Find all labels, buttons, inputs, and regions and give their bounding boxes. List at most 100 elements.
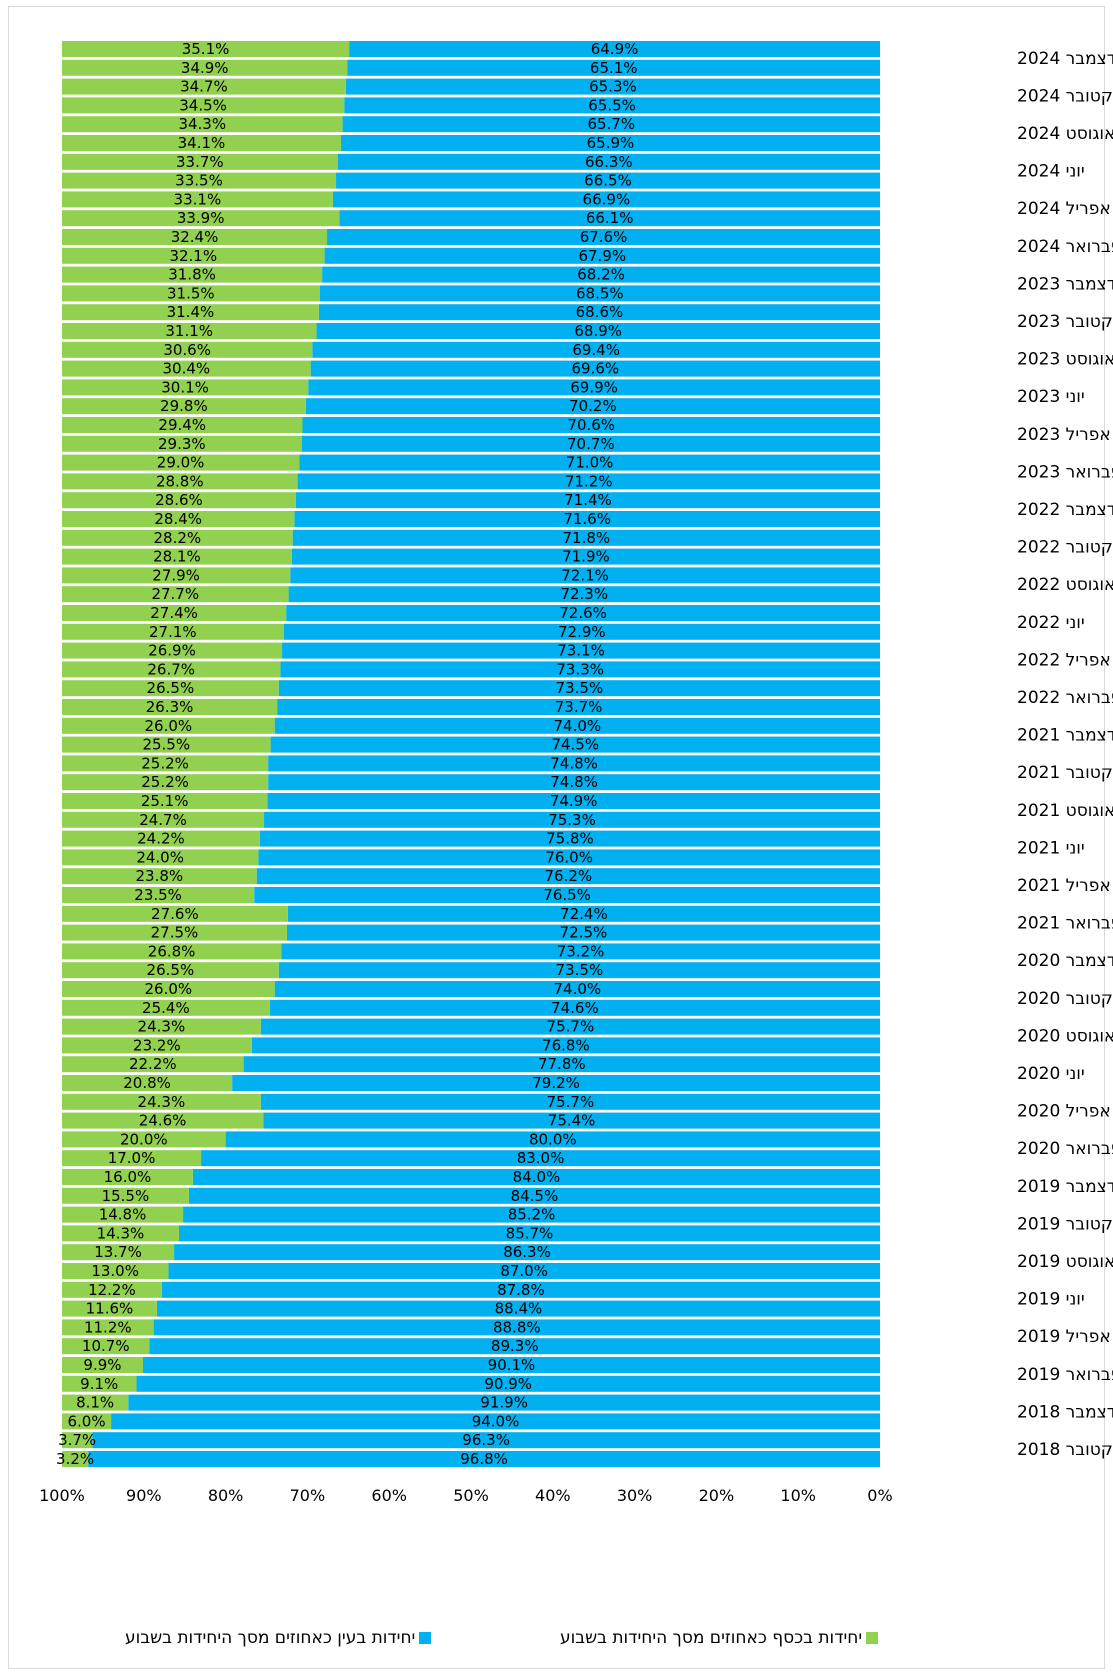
bar-label-green-28: 27.9%: [152, 566, 200, 584]
bar-label-blue-51: 74.6%: [551, 999, 599, 1017]
category-label-13: אוקטובר 2022: [1017, 538, 1113, 558]
bar-label-green-11: 32.1%: [169, 247, 217, 265]
bar-green-61: [62, 1187, 189, 1204]
bar-label-blue-67: 88.4%: [495, 1300, 543, 1318]
x-tick-label-3: 30%: [617, 1486, 653, 1505]
bar-green-6: [62, 153, 338, 170]
category-label-5: פברואר 2024: [1017, 237, 1113, 257]
bar-blue-36: [274, 717, 880, 734]
bar-label-blue-29: 72.3%: [560, 585, 608, 603]
category-label-14: אוגוסט 2022: [1017, 575, 1113, 595]
bar-label-blue-58: 80.0%: [529, 1130, 577, 1148]
bar-label-blue-48: 73.2%: [557, 942, 605, 960]
bar-blue-31: [283, 623, 881, 640]
bar-green-64: [62, 1244, 175, 1261]
bar-label-green-30: 27.4%: [150, 604, 198, 622]
bar-label-green-25: 28.4%: [154, 510, 202, 528]
bar-blue-28: [290, 567, 880, 584]
bar-green-58: [62, 1131, 226, 1148]
bar-green-29: [62, 586, 289, 603]
x-tick-label-4: 40%: [535, 1486, 571, 1505]
bar-blue-25: [294, 511, 880, 527]
bar-green-17: [62, 360, 311, 377]
bar-green-3: [62, 97, 345, 114]
bar-blue-46: [287, 905, 880, 922]
category-label-0: דצמבר 2024: [1017, 49, 1113, 69]
category-label-12: דצמבר 2022: [1017, 500, 1113, 520]
bar-label-green-49: 26.5%: [147, 961, 195, 979]
bar-blue-37: [270, 736, 881, 753]
bar-label-blue-68: 88.8%: [493, 1318, 541, 1336]
legend-swatch-green: [866, 1632, 879, 1644]
bar-blue-15: [316, 323, 880, 339]
bar-green-23: [62, 473, 298, 490]
bar-blue-68: [153, 1319, 881, 1336]
category-label-30: דצמבר 2019: [1017, 1177, 1113, 1197]
bar-green-31: [62, 623, 284, 640]
category-label-35: פברואר 2019: [1017, 1365, 1113, 1385]
bar-label-blue-24: 71.4%: [564, 491, 612, 509]
bar-label-green-75: 3.2%: [56, 1450, 94, 1468]
bar-blue-43: [258, 849, 880, 866]
bar-blue-11: [324, 247, 880, 264]
bar-label-green-74: 3.7%: [58, 1431, 96, 1449]
bar-label-green-58: 20.0%: [120, 1130, 168, 1148]
bar-blue-40: [267, 793, 880, 809]
bar-green-43: [62, 849, 259, 866]
bar-label-blue-61: 84.5%: [511, 1187, 559, 1205]
bar-label-blue-17: 69.6%: [572, 360, 620, 378]
bar-label-blue-13: 68.5%: [576, 284, 624, 302]
bar-green-28: [62, 567, 291, 584]
bar-label-blue-27: 71.9%: [562, 548, 610, 566]
bar-label-green-40: 25.1%: [141, 792, 189, 810]
bar-label-green-12: 31.8%: [168, 266, 216, 284]
bar-label-blue-75: 96.8%: [460, 1450, 508, 1468]
bar-blue-3: [344, 97, 881, 114]
bar-blue-61: [188, 1187, 881, 1204]
bar-label-blue-14: 68.6%: [576, 303, 624, 321]
bar-label-green-68: 11.2%: [84, 1318, 132, 1336]
bar-green-14: [62, 304, 319, 321]
bar-label-blue-41: 75.3%: [548, 811, 596, 829]
bar-label-green-37: 25.5%: [142, 736, 190, 754]
x-tick-label-6: 60%: [371, 1486, 407, 1505]
bar-label-green-10: 32.4%: [171, 228, 219, 246]
bar-blue-70: [142, 1357, 880, 1373]
category-label-24: דצמבר 2020: [1017, 951, 1113, 971]
bar-label-blue-23: 71.2%: [565, 472, 613, 490]
category-label-18: דצמבר 2021: [1017, 726, 1113, 746]
bar-green-75: [62, 1451, 89, 1467]
category-label-33: יוני 2019: [1017, 1290, 1085, 1310]
bar-blue-59: [201, 1150, 880, 1167]
bar-label-blue-44: 76.2%: [545, 867, 593, 885]
bar-label-blue-6: 66.3%: [585, 153, 633, 171]
bar-green-67: [62, 1300, 157, 1317]
bar-green-37: [62, 736, 271, 753]
bar-green-59: [62, 1150, 202, 1167]
bar-label-green-17: 30.4%: [163, 360, 211, 378]
bar-label-green-2: 34.7%: [180, 78, 228, 96]
bar-label-green-9: 33.9%: [177, 209, 225, 227]
bar-label-blue-74: 96.3%: [462, 1431, 510, 1449]
bar-label-blue-42: 75.8%: [546, 830, 594, 848]
bar-label-green-5: 34.1%: [178, 134, 226, 152]
bar-green-35: [62, 699, 278, 715]
bar-label-green-22: 29.0%: [157, 454, 205, 472]
bar-label-blue-40: 74.9%: [550, 792, 598, 810]
bar-blue-60: [192, 1169, 880, 1185]
bar-label-blue-3: 65.5%: [588, 96, 636, 114]
bar-green-16: [62, 341, 313, 358]
bar-blue-13: [319, 285, 880, 302]
bar-blue-51: [269, 999, 881, 1016]
bar-label-green-41: 24.7%: [139, 811, 187, 829]
category-label-32: אוגוסט 2019: [1017, 1252, 1113, 1272]
bar-label-blue-35: 73.7%: [555, 698, 603, 716]
bar-blue-62: [183, 1206, 881, 1223]
bar-green-62: [62, 1206, 184, 1223]
bar-green-47: [62, 924, 287, 941]
category-label-19: אוקטובר 2021: [1017, 763, 1113, 783]
bar-label-blue-20: 70.6%: [567, 416, 615, 434]
bar-blue-56: [260, 1093, 880, 1110]
bar-green-39: [62, 774, 269, 791]
bar-label-green-70: 9.9%: [83, 1356, 121, 1374]
